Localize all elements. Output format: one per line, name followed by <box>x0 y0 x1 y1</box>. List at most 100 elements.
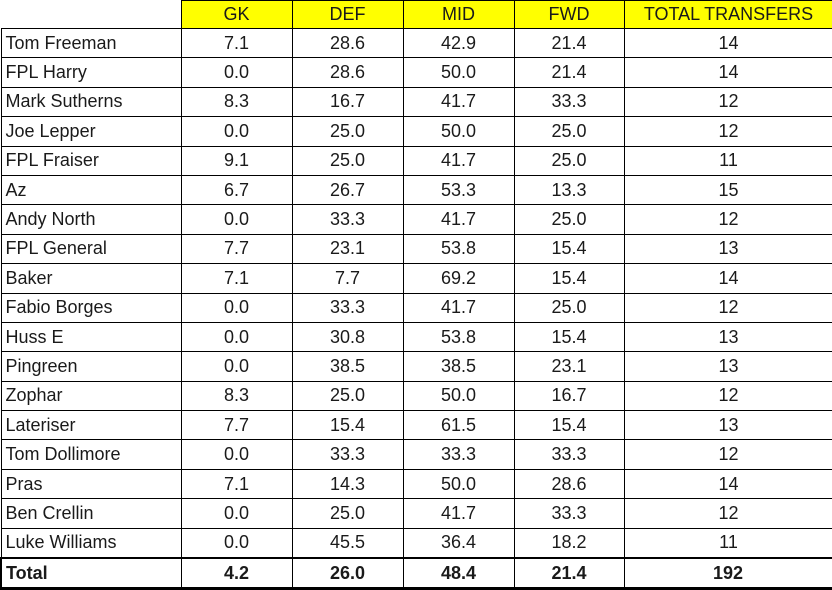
table-row: Baker 7.1 7.7 69.2 15.4 14 <box>0 263 832 294</box>
fwd-value: 33.3 <box>513 498 625 529</box>
header-row: GK DEF MID FWD TOTAL TRANSFERS <box>1 0 832 29</box>
fwd-value: 15.4 <box>513 321 625 353</box>
mid-value: 38.5 <box>402 351 515 382</box>
def-value: 7.7 <box>291 263 404 294</box>
fwd-value: 15.4 <box>513 233 625 265</box>
total-transfers-value: 12 <box>623 498 832 529</box>
table-row: Lateriser 7.7 15.4 61.5 15.4 13 <box>0 410 832 441</box>
gk-value: 7.7 <box>180 410 293 441</box>
mid-value: 50.0 <box>402 468 515 500</box>
fwd-value: 28.6 <box>513 468 625 500</box>
def-value: 30.8 <box>291 321 404 353</box>
gk-value: 0.0 <box>180 116 293 147</box>
fwd-value: 21.4 <box>513 57 625 88</box>
gk-value: 8.3 <box>180 86 293 118</box>
table-row: Luke Williams 0.0 45.5 36.4 18.2 11 <box>0 527 832 559</box>
mid-value: 36.4 <box>402 527 515 559</box>
total-gk: 4.2 <box>180 557 293 590</box>
table-body: Tom Freeman 7.1 28.6 42.9 21.4 14 FPL Harry 0.0… <box>0 27 832 590</box>
gk-value: 7.1 <box>180 27 293 59</box>
mid-value: 41.7 <box>402 86 515 118</box>
header-total-transfers: TOTAL TRANSFERS <box>623 0 832 29</box>
table-row: Joe Lepper 0.0 25.0 50.0 25.0 12 <box>0 116 832 147</box>
total-transfers-value: 12 <box>623 204 832 235</box>
gk-value: 0.0 <box>180 57 293 88</box>
def-value: 25.0 <box>291 116 404 147</box>
header-gk: GK <box>180 0 293 29</box>
total-transfers-value: 14 <box>623 468 832 500</box>
header-fwd: FWD <box>513 0 625 29</box>
total-def: 26.0 <box>291 557 404 590</box>
total-label: Total <box>0 557 182 590</box>
table-row: Pras 7.1 14.3 50.0 28.6 14 <box>0 468 832 500</box>
def-value: 38.5 <box>291 351 404 382</box>
gk-value: 0.0 <box>180 439 293 470</box>
gk-value: 0.0 <box>180 204 293 235</box>
player-name: Zophar <box>0 380 182 412</box>
mid-value: 42.9 <box>402 27 515 59</box>
fwd-value: 33.3 <box>513 439 625 470</box>
player-name: Pingreen <box>0 351 182 382</box>
total-transfers-value: 12 <box>623 439 832 470</box>
table-row: Huss E 0.0 30.8 53.8 15.4 13 <box>0 321 832 353</box>
mid-value: 50.0 <box>402 116 515 147</box>
def-value: 25.0 <box>291 380 404 412</box>
table-row: Tom Freeman 7.1 28.6 42.9 21.4 14 <box>0 27 832 59</box>
def-value: 28.6 <box>291 57 404 88</box>
mid-value: 53.8 <box>402 321 515 353</box>
header-blank-cell <box>1 0 182 29</box>
total-transfers-value: 13 <box>623 321 832 353</box>
def-value: 26.7 <box>291 174 404 206</box>
table-row: Mark Sutherns 8.3 16.7 41.7 33.3 12 <box>0 86 832 118</box>
total-transfers: 192 <box>623 557 832 590</box>
player-name: FPL Harry <box>0 57 182 88</box>
fwd-value: 33.3 <box>513 86 625 118</box>
gk-value: 0.0 <box>180 498 293 529</box>
gk-value: 0.0 <box>180 321 293 353</box>
gk-value: 0.0 <box>180 351 293 382</box>
player-name: Luke Williams <box>0 527 182 559</box>
player-name: Andy North <box>0 204 182 235</box>
mid-value: 41.7 <box>402 204 515 235</box>
gk-value: 0.0 <box>180 527 293 559</box>
total-transfers-value: 12 <box>623 380 832 412</box>
total-transfers-value: 13 <box>623 233 832 265</box>
table-row: Fabio Borges 0.0 33.3 41.7 25.0 12 <box>0 292 832 323</box>
table-row: FPL Harry 0.0 28.6 50.0 21.4 14 <box>0 57 832 88</box>
mid-value: 50.0 <box>402 380 515 412</box>
total-transfers-value: 14 <box>623 57 832 88</box>
table-row: FPL Fraiser 9.1 25.0 41.7 25.0 11 <box>0 145 832 176</box>
mid-value: 53.3 <box>402 174 515 206</box>
gk-value: 7.1 <box>180 263 293 294</box>
gk-value: 7.7 <box>180 233 293 265</box>
fwd-value: 25.0 <box>513 292 625 323</box>
def-value: 25.0 <box>291 498 404 529</box>
mid-value: 33.3 <box>402 439 515 470</box>
mid-value: 50.0 <box>402 57 515 88</box>
total-transfers-value: 12 <box>623 292 832 323</box>
player-name: Pras <box>0 468 182 500</box>
def-value: 25.0 <box>291 145 404 176</box>
total-transfers-value: 12 <box>623 86 832 118</box>
fwd-value: 25.0 <box>513 116 625 147</box>
header-mid: MID <box>402 0 515 29</box>
fwd-value: 13.3 <box>513 174 625 206</box>
player-name: Fabio Borges <box>0 292 182 323</box>
total-row: Total 4.2 26.0 48.4 21.4 192 <box>0 557 832 590</box>
player-name: Tom Freeman <box>0 27 182 59</box>
def-value: 45.5 <box>291 527 404 559</box>
fwd-value: 15.4 <box>513 410 625 441</box>
total-transfers-value: 12 <box>623 116 832 147</box>
table-row: Ben Crellin 0.0 25.0 41.7 33.3 12 <box>0 498 832 529</box>
player-name: Tom Dollimore <box>0 439 182 470</box>
mid-value: 69.2 <box>402 263 515 294</box>
gk-value: 6.7 <box>180 174 293 206</box>
player-name: FPL Fraiser <box>0 145 182 176</box>
fwd-value: 15.4 <box>513 263 625 294</box>
fwd-value: 21.4 <box>513 27 625 59</box>
total-transfers-value: 13 <box>623 410 832 441</box>
total-mid: 48.4 <box>402 557 515 590</box>
total-fwd: 21.4 <box>513 557 625 590</box>
mid-value: 53.8 <box>402 233 515 265</box>
